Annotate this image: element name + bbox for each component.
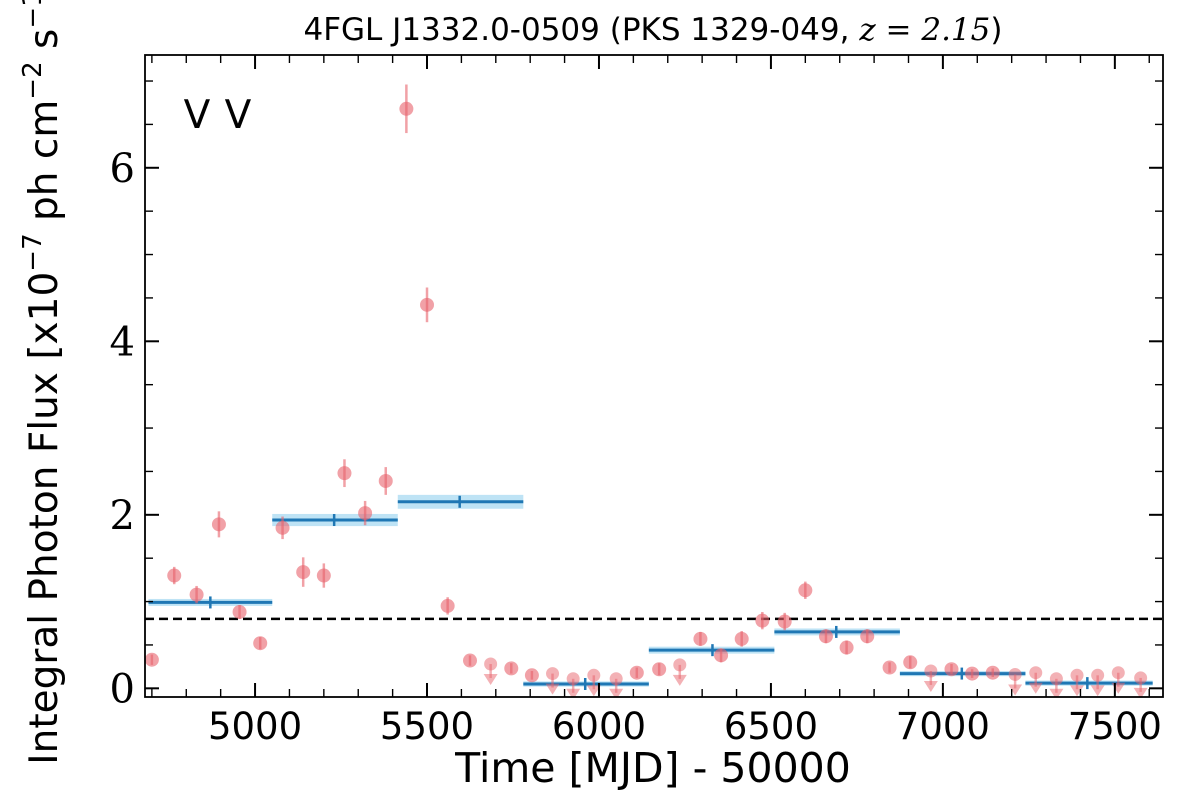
x-tick-label: 6500 — [724, 705, 818, 748]
data-point — [399, 101, 414, 116]
y-axis-label: Integral Photon Flux [x10−7 ph cm−2 s−1] — [18, 0, 67, 765]
data-point — [275, 520, 290, 535]
data-point — [420, 297, 435, 312]
data-point — [755, 613, 770, 628]
y-tick-label: 6 — [110, 146, 135, 192]
x-tick-label: 5000 — [208, 705, 302, 748]
x-axis-label: Time [MJD] - 50000 — [454, 744, 851, 792]
data-point — [798, 583, 813, 598]
data-point — [440, 598, 455, 613]
axes-layer: 5000 5500 6000 6500 7000 7500 0 2 4 6 — [110, 54, 1164, 748]
data-point — [693, 631, 708, 646]
upper-limit-head — [1008, 684, 1023, 696]
x-tick-label: 7000 — [896, 705, 990, 748]
data-point — [777, 614, 792, 629]
upper-limit-head — [586, 685, 601, 697]
upper-limit-head — [545, 683, 560, 695]
data-point — [337, 466, 352, 481]
data-point — [818, 629, 833, 644]
chart-title: 4FGL J1332.0-0509 (PKS 1329-049, z = 2.1… — [303, 12, 1002, 48]
data-point — [167, 568, 182, 583]
upper-limit-head — [1049, 688, 1064, 697]
data-point — [378, 473, 393, 488]
data-point — [524, 668, 539, 683]
marker-red-v: V — [225, 93, 252, 138]
y-tick-label: 2 — [110, 493, 135, 539]
data-point — [504, 661, 519, 676]
axes-frame — [144, 54, 1164, 698]
data-point — [734, 631, 749, 646]
upper-limit-head — [672, 674, 687, 686]
data-point — [145, 652, 159, 667]
marker-blue-v: V — [184, 93, 211, 138]
upper-limit-head — [1090, 685, 1105, 697]
data-point — [211, 517, 226, 532]
data-point — [358, 506, 373, 521]
x-tick-label: 7500 — [1068, 705, 1162, 748]
data-point — [296, 565, 311, 580]
upper-limit-head — [1133, 687, 1148, 697]
plot-layer — [145, 84, 1163, 697]
upper-limit-head — [609, 688, 624, 697]
upper-limit-head — [1111, 682, 1126, 694]
data-point — [253, 636, 268, 651]
data-point — [232, 604, 247, 619]
upper-limit-head — [566, 688, 581, 697]
upper-limit-head — [483, 674, 498, 686]
data-point — [189, 587, 204, 602]
data-point — [965, 666, 980, 681]
upper-limit-head — [1028, 682, 1043, 694]
data-point — [714, 648, 729, 663]
upper-limit-head — [1070, 685, 1085, 697]
data-point — [839, 640, 854, 655]
data-point — [882, 660, 897, 675]
y-tick-label: 4 — [110, 319, 135, 365]
data-point — [652, 662, 667, 677]
data-point — [629, 665, 644, 680]
y-tick-label: 0 — [110, 666, 135, 712]
data-point — [985, 665, 1000, 680]
data-point — [316, 568, 331, 583]
x-tick-label: 5500 — [380, 705, 474, 748]
data-point — [903, 655, 918, 670]
data-point — [463, 653, 478, 668]
data-point — [944, 662, 959, 677]
x-tick-label: 6000 — [552, 705, 646, 748]
upper-limit-head — [923, 680, 938, 692]
data-point — [860, 629, 875, 644]
